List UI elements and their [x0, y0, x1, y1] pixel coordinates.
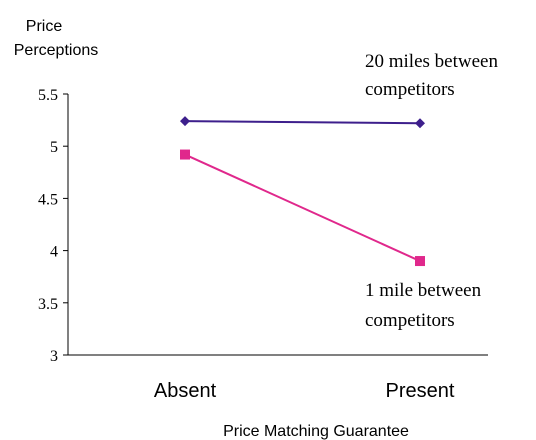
y-axis-ticks: 3 3.5 4 4.5 5 5.5 [38, 87, 68, 365]
data-point-square [180, 149, 190, 160]
series-label-1: 20 miles between competitors [365, 51, 498, 100]
x-category-label: Absent [154, 380, 217, 402]
data-point-square [415, 256, 425, 267]
y-tick-label: 5 [50, 139, 58, 156]
series-label-line: 1 mile between [365, 280, 482, 301]
x-axis-label: Price Matching Guarantee [223, 423, 409, 440]
y-axis-label-line-1: Price [26, 18, 63, 35]
y-tick-label: 5.5 [38, 87, 58, 104]
y-tick-label: 4.5 [38, 191, 58, 208]
series-1 [180, 116, 425, 129]
series-label-2: 1 mile between competitors [365, 280, 482, 331]
y-axis-label: Price Perceptions [14, 18, 99, 59]
y-tick-label: 3.5 [38, 296, 58, 313]
series-label-line: competitors [365, 79, 455, 100]
y-axis-label-line-2: Perceptions [14, 42, 99, 59]
axes [67, 94, 488, 356]
series-label-line: competitors [365, 310, 455, 331]
series-line [184, 153, 421, 262]
y-tick-label: 3 [50, 348, 58, 365]
x-axis-category-labels: Absent Present [154, 380, 455, 402]
data-point-diamond [415, 118, 425, 129]
data-point-diamond [180, 116, 190, 127]
series-line [184, 120, 421, 125]
series-layer [180, 116, 425, 267]
series-2 [180, 149, 425, 267]
x-category-label: Present [386, 380, 455, 402]
series-label-line: 20 miles between [365, 51, 498, 72]
y-tick-label: 4 [50, 244, 58, 261]
